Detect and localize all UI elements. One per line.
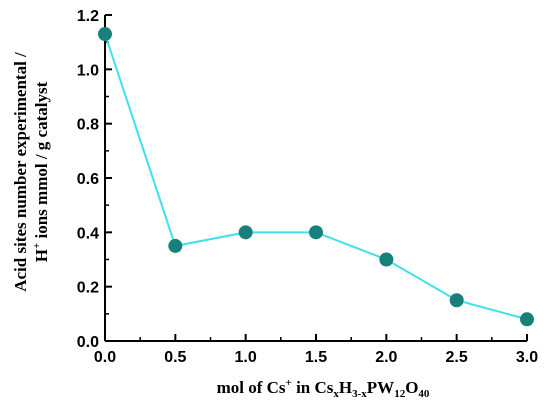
x-tick-label: 2.5 (446, 349, 468, 366)
x-axis-label: mol of Cs+ in CsxH3-xPW12O40 (217, 377, 430, 400)
data-point (520, 312, 534, 327)
data-point (449, 293, 464, 308)
tick-labels: 0.0 0.5 1.0 1.5 2.0 2.5 3.0 0.0 0.2 0.4 0.6 0.8 1.0 1… (77, 8, 538, 366)
x-tick-label: 2.0 (375, 349, 397, 366)
y-tick-label: 1.2 (77, 8, 99, 25)
series-line (104, 33, 528, 321)
data-point (309, 225, 323, 240)
y-tick-label: 0.2 (77, 280, 99, 297)
x-tick-label: 3.0 (516, 349, 538, 366)
y-tick-label: 0.8 (77, 117, 99, 134)
data-point (168, 238, 183, 253)
axes (104, 15, 527, 342)
data-point (238, 225, 253, 240)
y-axis-label-line2: H+ ions mmol / g catalyst (31, 81, 51, 262)
ticks (104, 14, 528, 342)
y-tick-label: 1.0 (77, 62, 99, 79)
x-tick-label: 0.0 (94, 349, 116, 366)
x-tick-label: 0.5 (164, 349, 186, 366)
y-tick-label: 0.4 (77, 225, 99, 242)
data-point (379, 252, 394, 267)
y-tick-label: 0.6 (77, 171, 99, 188)
data-point (98, 27, 112, 42)
y-tick-label: 0.0 (77, 334, 99, 351)
x-tick-label: 1.0 (235, 349, 257, 366)
y-axis-label-line1: Acid sites number experimental / (11, 52, 30, 292)
x-tick-label: 1.5 (305, 349, 327, 366)
markers (98, 27, 534, 327)
